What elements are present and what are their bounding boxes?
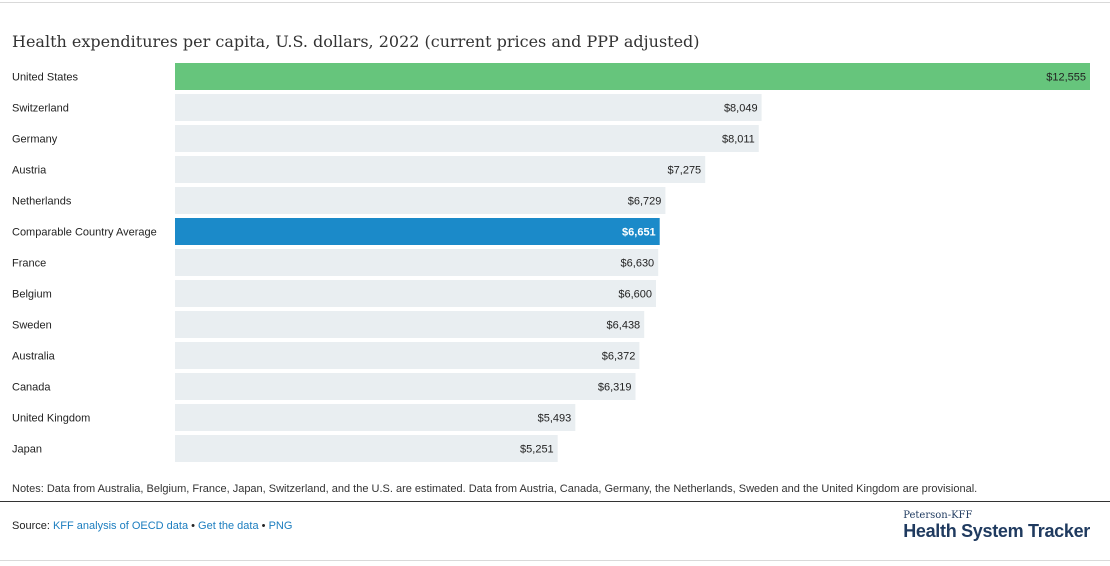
bar-switzerland	[175, 94, 762, 121]
source-prefix: Source:	[12, 520, 53, 532]
value-label: $7,275	[668, 165, 702, 177]
value-label: $8,011	[722, 134, 755, 146]
value-label: $6,438	[607, 320, 641, 332]
category-label: Germany	[12, 134, 58, 146]
bar-canada	[175, 373, 636, 400]
category-label: United Kingdom	[12, 413, 90, 425]
bar-chart: United States $12,555 Switzerland $8,049 Ger…	[12, 63, 1090, 462]
brand-name: Health System Tracker	[903, 521, 1090, 541]
bar-united-kingdom	[175, 404, 576, 431]
png-download-link[interactable]: PNG	[268, 520, 293, 532]
bar-united-states	[175, 63, 1090, 90]
top-divider	[0, 2, 1110, 3]
value-label: $6,372	[602, 351, 636, 363]
category-label: Canada	[12, 382, 51, 394]
bar-germany	[175, 125, 759, 152]
category-label: Comparable Country Average	[12, 227, 157, 239]
bar-japan	[175, 435, 558, 462]
bar-australia	[175, 342, 640, 369]
value-label: $5,251	[520, 444, 554, 456]
category-label: Australia	[12, 351, 56, 363]
source-link-oecd[interactable]: KFF analysis of OECD data	[52, 520, 189, 532]
category-label: Switzerland	[12, 103, 69, 115]
bar-austria	[175, 156, 706, 183]
brand-logo[interactable]: Peterson-KFF Health System Tracker	[903, 510, 1090, 542]
bar-sweden	[175, 311, 645, 338]
bar-comparable-country-average	[175, 218, 660, 245]
bottom-divider	[0, 560, 1110, 561]
category-label: France	[12, 258, 46, 270]
category-label: Sweden	[12, 320, 52, 332]
source-separator: •	[188, 520, 199, 532]
value-label: $6,319	[598, 382, 632, 394]
category-label: Belgium	[12, 289, 52, 301]
get-the-data-link[interactable]: Get the data	[198, 520, 259, 532]
bar-netherlands	[175, 187, 666, 214]
category-label: Netherlands	[12, 196, 72, 208]
category-label: United States	[12, 72, 79, 84]
bar-belgium	[175, 280, 656, 307]
value-label: $6,630	[621, 258, 655, 270]
chart-notes: Notes: Data from Australia, Belgium, Fra…	[12, 483, 978, 495]
category-label: Austria	[12, 165, 47, 177]
value-label: $6,729	[628, 196, 662, 208]
value-label: $12,555	[1046, 72, 1086, 84]
source-separator: •	[258, 520, 269, 532]
source-line: Source: KFF analysis of OECD data • Get …	[12, 520, 292, 532]
footer-divider	[0, 501, 1110, 502]
value-label: $6,600	[618, 289, 652, 301]
bar-france	[175, 249, 659, 276]
chart-title: Health expenditures per capita, U.S. dol…	[12, 32, 700, 51]
value-label: $6,651	[622, 227, 656, 239]
brand-small-text: Peterson-KFF	[903, 510, 973, 521]
value-label: $5,493	[538, 413, 572, 425]
value-label: $8,049	[724, 103, 758, 115]
category-label: Japan	[12, 444, 42, 456]
